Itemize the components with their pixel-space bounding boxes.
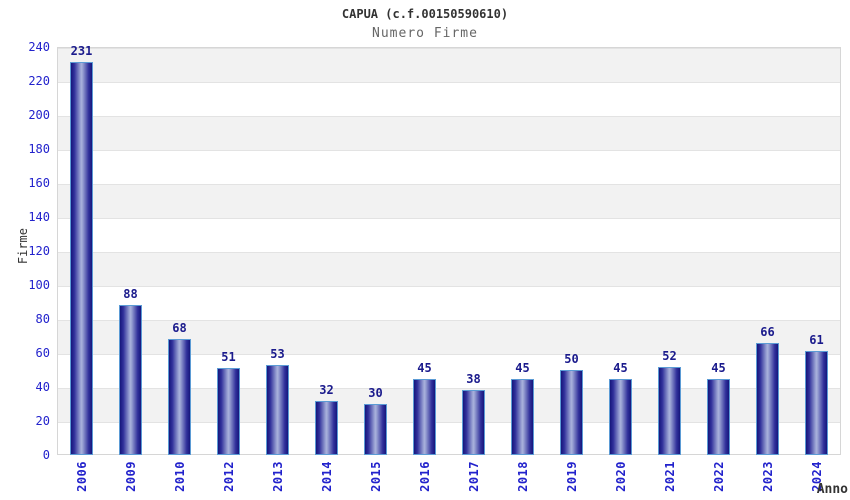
x-tick-label: 2009 [123, 461, 138, 492]
x-tick-label: 2012 [221, 461, 236, 492]
y-tick-label: 120 [28, 244, 50, 258]
y-tick-label: 180 [28, 142, 50, 156]
bar-value-label: 52 [662, 348, 677, 363]
y-tick-label: 220 [28, 74, 50, 88]
bar-value-label: 61 [809, 333, 824, 348]
x-tick-label: 2014 [319, 461, 334, 492]
y-tick-label: 0 [42, 448, 50, 462]
x-axis-title: Anno [816, 482, 848, 497]
bar [707, 378, 730, 455]
bar-value-label: 38 [466, 372, 481, 387]
bar [119, 305, 142, 455]
y-tick-label: 60 [35, 346, 50, 360]
x-tick-label: 2019 [564, 461, 579, 492]
bar-value-label: 45 [515, 360, 530, 375]
bar [315, 400, 338, 455]
x-tick-label: 2023 [760, 461, 775, 492]
bar [805, 351, 828, 455]
y-tick-label: 100 [28, 278, 50, 292]
y-tick-label: 140 [28, 210, 50, 224]
x-tick-label: 2016 [417, 461, 432, 492]
y-tick-label: 20 [35, 414, 50, 428]
bar-value-label: 53 [270, 346, 285, 361]
x-tick-label: 2021 [662, 461, 677, 492]
bar-value-label: 45 [417, 360, 432, 375]
bar-value-label: 68 [172, 321, 187, 336]
bar [609, 378, 632, 455]
bar [217, 368, 240, 455]
bar [658, 366, 681, 455]
bar-value-label: 30 [368, 386, 383, 400]
bar [266, 364, 289, 455]
bar-value-label: 32 [319, 382, 334, 397]
bar-value-label: 231 [70, 44, 93, 59]
x-tick-label: 2022 [711, 461, 726, 492]
bar [168, 339, 191, 455]
x-tick-label: 2018 [515, 461, 530, 492]
x-tick-label: 2020 [613, 461, 628, 492]
y-tick-label: 240 [28, 40, 50, 54]
bar-value-label: 51 [221, 350, 236, 365]
bar-value-label: 66 [760, 324, 775, 339]
bar-value-label: 88 [123, 287, 138, 302]
bar [756, 342, 779, 455]
x-tick-label: 2017 [466, 461, 481, 492]
bar-value-label: 45 [613, 360, 628, 375]
bar-value-label: 50 [564, 352, 579, 366]
bar [511, 378, 534, 455]
y-tick-label: 80 [35, 312, 50, 326]
y-axis-title: Firme [16, 228, 30, 265]
y-tick-label: 160 [28, 176, 50, 190]
y-tick-label: 40 [35, 380, 50, 394]
bar [364, 404, 387, 455]
x-tick-label: 2013 [270, 461, 285, 492]
y-tick-label: 200 [28, 108, 50, 122]
bar [70, 62, 93, 455]
bar [462, 390, 485, 455]
bar-value-label: 45 [711, 360, 726, 375]
bar [560, 370, 583, 455]
chart-subtitle: Numero Firme [372, 26, 478, 41]
x-tick-label: 2010 [172, 461, 187, 492]
chart-title: CAPUA (c.f.00150590610) [341, 7, 509, 21]
x-tick-label: 2015 [368, 461, 383, 492]
bar [413, 378, 436, 455]
x-tick-label: 2006 [74, 461, 89, 492]
